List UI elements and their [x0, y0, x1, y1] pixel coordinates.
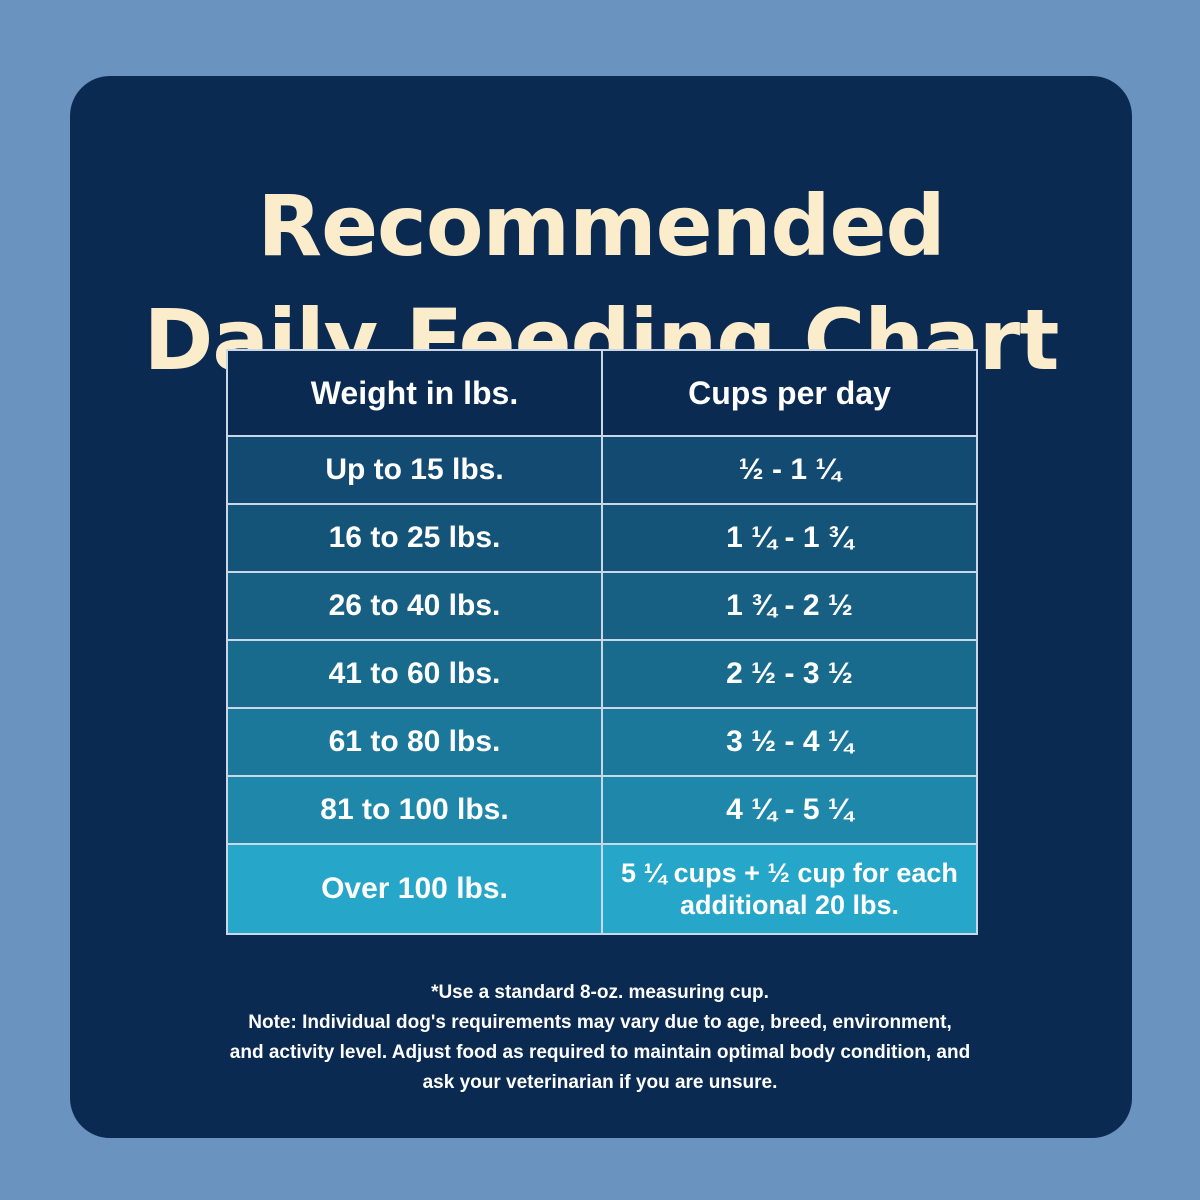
cups-cell: 3 ½ - 4 ¼ [601, 707, 978, 777]
feeding-table: Weight in lbs. Cups per day Up to 15 lbs… [226, 349, 978, 935]
weight-cell: Over 100 lbs. [226, 843, 603, 935]
footnotes: *Use a standard 8-oz. measuring cup. Not… [0, 978, 1200, 1098]
cups-cell: 5 ¼ cups + ½ cup for each additional 20 … [601, 843, 978, 935]
footnote-measuring-cup: *Use a standard 8-oz. measuring cup. [431, 982, 769, 1003]
cups-cell: 2 ½ - 3 ½ [601, 639, 978, 709]
cups-cell: 1 ¼ - 1 ¾ [601, 503, 978, 573]
table-row: 26 to 40 lbs. 1 ¾ - 2 ½ [226, 571, 978, 641]
table-row: 81 to 100 lbs. 4 ¼ - 5 ¼ [226, 775, 978, 845]
header-cups: Cups per day [601, 349, 978, 437]
cups-cell: ½ - 1 ¼ [601, 435, 978, 505]
cups-cell: 4 ¼ - 5 ¼ [601, 775, 978, 845]
weight-cell: 41 to 60 lbs. [226, 639, 603, 709]
weight-cell: 61 to 80 lbs. [226, 707, 603, 777]
cups-line-2: additional 20 lbs. [679, 890, 900, 920]
table-row: Over 100 lbs. 5 ¼ cups + ½ cup for each … [226, 843, 978, 935]
table-row: Up to 15 lbs. ½ - 1 ¼ [226, 435, 978, 505]
cups-cell: 1 ¾ - 2 ½ [601, 571, 978, 641]
footnote-note-line-1: Note: Individual dog's requirements may … [248, 1012, 952, 1033]
table-row: 16 to 25 lbs. 1 ¼ - 1 ¾ [226, 503, 978, 573]
table-header-row: Weight in lbs. Cups per day [226, 349, 978, 437]
title-line-1: Recommended [257, 177, 945, 275]
weight-cell: 81 to 100 lbs. [226, 775, 603, 845]
table-row: 41 to 60 lbs. 2 ½ - 3 ½ [226, 639, 978, 709]
weight-cell: 26 to 40 lbs. [226, 571, 603, 641]
footnote-note-line-2: and activity level. Adjust food as requi… [229, 1042, 971, 1063]
cups-line-1: 5 ¼ cups + ½ cup for each [621, 857, 958, 888]
table-row: 61 to 80 lbs. 3 ½ - 4 ¼ [226, 707, 978, 777]
footnote-note-line-3: ask your veterinarian if you are unsure. [422, 1072, 778, 1093]
header-weight: Weight in lbs. [226, 349, 603, 437]
weight-cell: 16 to 25 lbs. [226, 503, 603, 573]
weight-cell: Up to 15 lbs. [226, 435, 603, 505]
